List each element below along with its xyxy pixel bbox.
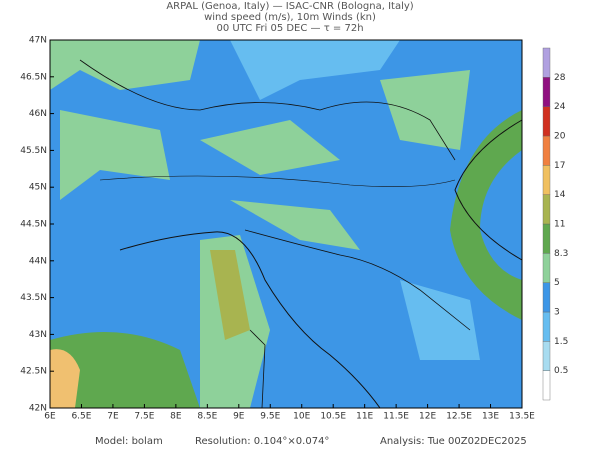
colorbar-segment bbox=[542, 165, 551, 195]
wind-band bbox=[60, 110, 170, 200]
colorbar-label: 20 bbox=[554, 132, 566, 142]
y-tick-label: 46.5N bbox=[20, 72, 47, 82]
header-line: 00 UTC Fri 05 DEC — τ = 72h bbox=[216, 23, 363, 34]
y-tick-label: 44N bbox=[29, 256, 47, 266]
wind-band bbox=[200, 120, 340, 175]
colorbar-label: 11 bbox=[554, 220, 565, 230]
x-tick-label: 6E bbox=[44, 412, 56, 422]
coastline bbox=[454, 119, 523, 261]
colorbar-segment bbox=[542, 282, 551, 313]
colorbar-label: 1.5 bbox=[554, 337, 568, 347]
x-tick-label: 12.5E bbox=[446, 412, 472, 422]
coastline bbox=[119, 231, 381, 409]
x-tick-label: 10E bbox=[293, 412, 310, 422]
colorbar-label: 17 bbox=[554, 161, 565, 171]
colorbar-label: 24 bbox=[554, 102, 566, 112]
y-tick-label: 43N bbox=[29, 330, 47, 340]
y-tick-label: 46N bbox=[29, 109, 47, 119]
colorbar-segment bbox=[542, 47, 551, 78]
x-tick-label: 11.5E bbox=[383, 412, 409, 422]
x-tick-label: 13.5E bbox=[509, 412, 535, 422]
footer-analysis: Analysis: Tue 00Z02DEC2025 bbox=[380, 436, 527, 447]
colorbar-segment bbox=[542, 223, 551, 254]
x-tick-label: 7E bbox=[107, 412, 119, 422]
x-tick-label: 12E bbox=[419, 412, 436, 422]
border bbox=[79, 59, 456, 161]
colorbar-segment bbox=[542, 77, 551, 107]
wind-band bbox=[400, 280, 480, 360]
wind-band bbox=[50, 40, 200, 90]
colorbar-segment bbox=[542, 311, 551, 342]
x-tick-label: 13E bbox=[482, 412, 499, 422]
y-tick-label: 45N bbox=[29, 183, 47, 193]
y-tick-label: 43.5N bbox=[20, 293, 47, 303]
map-area bbox=[49, 39, 523, 409]
wind-band bbox=[230, 200, 360, 250]
wind-band bbox=[480, 150, 522, 280]
coastline bbox=[249, 329, 266, 409]
colorbar-segment bbox=[542, 341, 551, 371]
colorbar-label: 14 bbox=[554, 190, 566, 200]
colorbar-segment bbox=[542, 370, 551, 401]
colorbar-label: 3 bbox=[554, 308, 560, 318]
x-tick-label: 10.5E bbox=[320, 412, 346, 422]
wind-band bbox=[210, 250, 250, 340]
x-tick-label: 8E bbox=[170, 412, 182, 422]
colorbar-label: 5 bbox=[554, 278, 560, 288]
x-tick-label: 9E bbox=[233, 412, 245, 422]
colorbar-label: 28 bbox=[554, 73, 566, 83]
coastline bbox=[244, 229, 471, 331]
wind-band bbox=[50, 332, 200, 408]
border bbox=[99, 175, 456, 187]
y-tick-label: 45.5N bbox=[20, 146, 47, 156]
header-line: ARPAL (Genoa, Italy) — ISAC-CNR (Bologna… bbox=[166, 1, 413, 12]
colorbar-label: 8.3 bbox=[554, 249, 568, 259]
wind-band bbox=[230, 40, 400, 100]
x-tick-label: 6.5E bbox=[71, 412, 91, 422]
colorbar-segment bbox=[542, 106, 551, 137]
y-tick-label: 47N bbox=[29, 36, 47, 46]
colorbar-segment bbox=[542, 253, 551, 283]
footer-model: Model: bolam bbox=[95, 436, 163, 447]
colorbar-segment bbox=[542, 194, 551, 225]
wind-band bbox=[50, 349, 80, 408]
x-tick-label: 9.5E bbox=[260, 412, 280, 422]
wind-band bbox=[380, 70, 470, 150]
y-tick-label: 42.5N bbox=[20, 367, 47, 377]
x-tick-label: 8.5E bbox=[197, 412, 217, 422]
y-tick-label: 42N bbox=[29, 404, 47, 414]
colorbar-label: 0.5 bbox=[554, 366, 568, 376]
y-tick-label: 44.5N bbox=[20, 220, 47, 230]
header-line: wind speed (m/s), 10m Winds (kn) bbox=[204, 12, 376, 23]
x-tick-label: 11E bbox=[356, 412, 373, 422]
colorbar-segment bbox=[542, 135, 551, 166]
footer-resolution: Resolution: 0.104°×0.074° bbox=[195, 436, 329, 447]
x-tick-label: 7.5E bbox=[134, 412, 154, 422]
